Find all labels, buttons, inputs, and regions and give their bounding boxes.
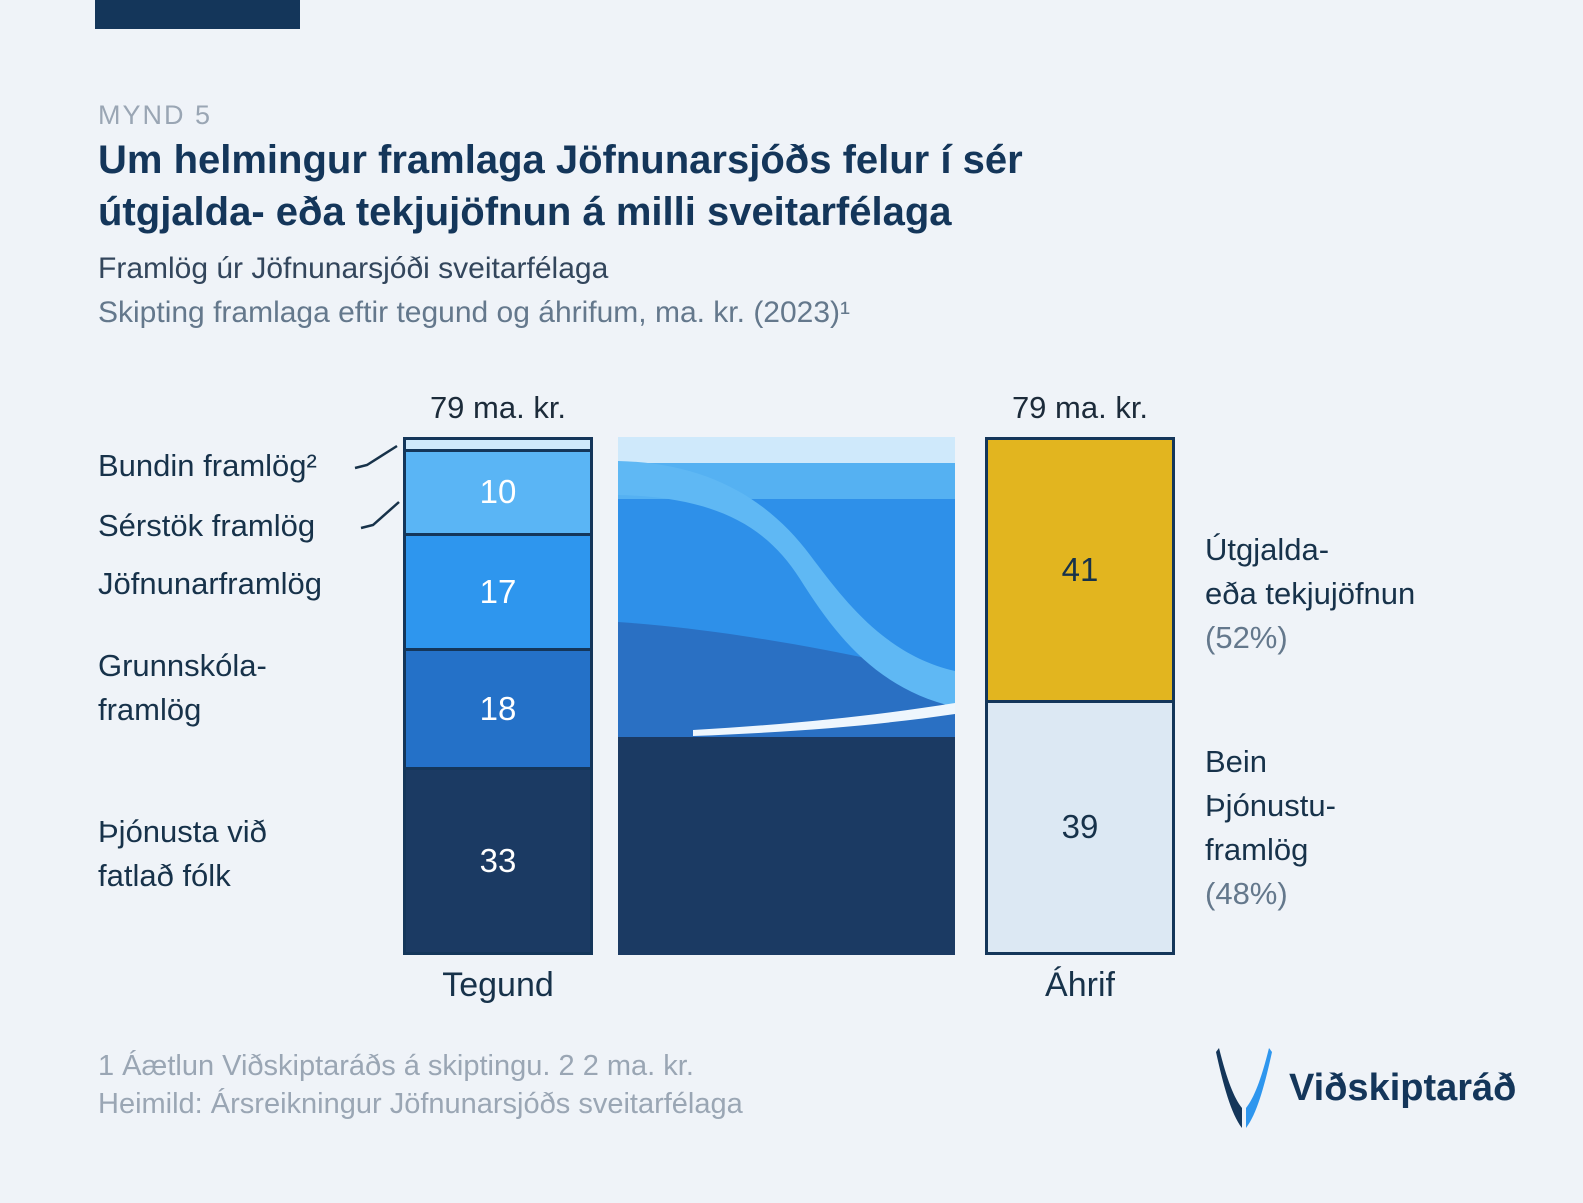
label-bein-thjonustuframlog: Bein Þjónustu- framlög (48%) bbox=[1205, 740, 1336, 916]
label-line: framlög bbox=[98, 692, 202, 727]
logo-left-wing bbox=[1216, 1048, 1242, 1128]
source-line: Heimild: Ársreikningur Jöfnunarsjóðs sve… bbox=[98, 1088, 743, 1120]
segment-value: 18 bbox=[479, 690, 517, 728]
connector-serstok bbox=[360, 501, 400, 530]
axis-label-tegund: Tegund bbox=[442, 966, 554, 1004]
flow-pale-strip bbox=[618, 437, 955, 463]
logo-right-wing bbox=[1246, 1048, 1272, 1128]
label-line: Útgjalda- bbox=[1205, 532, 1330, 567]
flow-dark-band bbox=[618, 622, 955, 737]
axis-label-ahrif: Áhrif bbox=[1045, 966, 1115, 1004]
label-thjonusta-vid-fatlad-folk: Þjónusta við fatlað fólk bbox=[98, 810, 267, 898]
label-connectors bbox=[354, 444, 400, 530]
figure-kicker: MYND 5 bbox=[98, 100, 213, 130]
segment-value: 17 bbox=[479, 573, 517, 611]
bar-segment bbox=[406, 440, 590, 449]
label-line: eða tekjujöfnun bbox=[1205, 576, 1416, 611]
chart-subtitle: Framlög úr Jöfnunarsjóði sveitarfélaga bbox=[98, 252, 609, 285]
label-grunnskolaframlog: Grunnskóla- framlög bbox=[98, 644, 267, 732]
bar-segment: 10 bbox=[406, 448, 590, 534]
total-label-ahrif: 79 ma. kr. bbox=[1011, 390, 1149, 425]
vidskiptarad-logo-icon bbox=[1216, 1048, 1272, 1128]
label-utgjalda-eda-tekjujofnun: Útgjalda- eða tekjujöfnun (52%) bbox=[1205, 528, 1415, 660]
chart-subtitle-detail: Skipting framlaga eftir tegund og áhrifu… bbox=[98, 296, 851, 329]
label-line: framlög bbox=[1205, 832, 1309, 867]
vidskiptarad-logo: Viðskiptaráð bbox=[1215, 1046, 1516, 1130]
flow-white-sliver bbox=[693, 703, 955, 736]
flow-diagram bbox=[618, 437, 955, 955]
page-title: Um helmingur framlaga Jöfnunarsjóðs felu… bbox=[98, 138, 1023, 234]
bar-segment: 17 bbox=[406, 533, 590, 649]
label-percentage: (52%) bbox=[1205, 620, 1288, 655]
label-jofnunarframlog: Jöfnunarframlög bbox=[98, 562, 322, 606]
label-line: Þjónusta við bbox=[98, 814, 267, 849]
label-line: Bein bbox=[1205, 744, 1268, 779]
label-line: Sérstök framlög bbox=[98, 508, 316, 543]
connector-bundin bbox=[354, 444, 398, 470]
label-serstok-framlog: Sérstök framlög bbox=[98, 504, 315, 548]
label-line: Bundin framlög² bbox=[98, 448, 317, 483]
bar-segment: 33 bbox=[406, 767, 590, 952]
label-bundin-framlog: Bundin framlög² bbox=[98, 444, 317, 488]
label-line: Grunnskóla- bbox=[98, 648, 267, 683]
segment-value: 41 bbox=[1061, 550, 1099, 588]
label-line: Jöfnunarframlög bbox=[98, 566, 323, 601]
bar-ahrif: 41 39 bbox=[985, 437, 1175, 955]
flow-navy-band bbox=[618, 737, 955, 955]
segment-value: 33 bbox=[479, 842, 517, 880]
logo-text: Viðskiptaráð bbox=[1289, 1066, 1517, 1109]
bar-segment: 41 bbox=[988, 440, 1172, 700]
footnote: 1 Áætlun Viðskiptaráðs á skiptingu. 2 2 … bbox=[98, 1050, 694, 1082]
label-percentage: (48%) bbox=[1205, 876, 1288, 911]
bar-segment: 39 bbox=[988, 699, 1172, 952]
label-line: Þjónustu- bbox=[1205, 788, 1336, 823]
bar-segment: 18 bbox=[406, 648, 590, 768]
label-line: fatlað fólk bbox=[98, 858, 231, 893]
brand-tab bbox=[95, 0, 300, 29]
bar-tegund: 10 17 18 33 bbox=[403, 437, 593, 955]
flow-swoosh bbox=[618, 461, 955, 707]
segment-value: 39 bbox=[1061, 808, 1099, 846]
segment-value: 10 bbox=[479, 473, 517, 511]
total-label-tegund: 79 ma. kr. bbox=[429, 390, 567, 425]
